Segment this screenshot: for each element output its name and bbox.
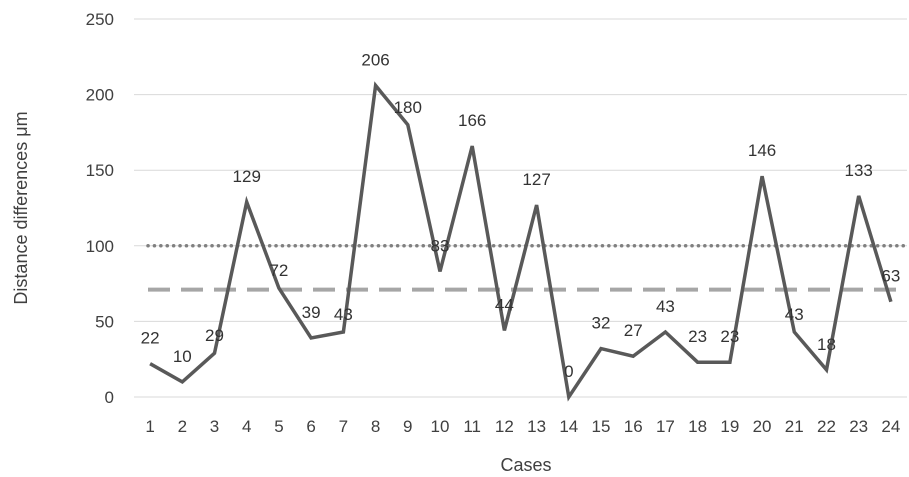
reference-lines xyxy=(146,244,909,292)
y-tick-label: 50 xyxy=(95,312,114,331)
data-label: 43 xyxy=(656,297,675,316)
series-line xyxy=(149,81,893,402)
x-tick-label: 18 xyxy=(688,417,707,436)
x-tick-label: 17 xyxy=(656,417,675,436)
x-tick-label: 3 xyxy=(210,417,219,436)
data-label: 29 xyxy=(205,326,224,345)
y-axis-ticks: 0 50 100 150 200 250 xyxy=(86,10,114,407)
x-axis-title: Cases xyxy=(500,455,551,475)
data-label: 133 xyxy=(845,161,873,180)
x-tick-label: 14 xyxy=(559,417,578,436)
data-label: 23 xyxy=(688,327,707,346)
y-tick-label: 200 xyxy=(86,86,114,105)
y-tick-label: 100 xyxy=(86,237,114,256)
data-label: 127 xyxy=(522,170,550,189)
x-tick-label: 6 xyxy=(306,417,315,436)
data-label: 63 xyxy=(881,267,900,286)
x-tick-label: 22 xyxy=(817,417,836,436)
x-tick-label: 24 xyxy=(881,417,900,436)
x-tick-label: 12 xyxy=(495,417,514,436)
x-tick-label: 7 xyxy=(339,417,348,436)
data-label: 44 xyxy=(495,295,514,314)
x-tick-label: 2 xyxy=(178,417,187,436)
data-label: 146 xyxy=(748,141,776,160)
x-tick-label: 19 xyxy=(720,417,739,436)
y-tick-label: 250 xyxy=(86,10,114,29)
data-label: 72 xyxy=(269,261,288,280)
data-label: 0 xyxy=(564,362,573,381)
data-label: 32 xyxy=(592,314,611,333)
data-label: 23 xyxy=(720,327,739,346)
y-tick-label: 150 xyxy=(86,161,114,180)
data-label: 180 xyxy=(394,98,422,117)
data-label: 83 xyxy=(431,237,450,256)
data-label: 43 xyxy=(334,305,353,324)
x-tick-label: 9 xyxy=(403,417,412,436)
x-tick-label: 16 xyxy=(624,417,643,436)
y-axis-title: Distance differences μm xyxy=(11,111,31,304)
y-tick-label: 0 xyxy=(105,388,114,407)
data-label: 10 xyxy=(173,347,192,366)
data-label: 22 xyxy=(141,329,160,348)
data-label: 206 xyxy=(361,51,389,70)
data-labels: 22 10 29 129 72 39 43 206 180 83 166 44 127 0 32 27 43 23… xyxy=(141,51,901,381)
x-tick-label: 10 xyxy=(431,417,450,436)
data-label: 166 xyxy=(458,111,486,130)
x-tick-label: 13 xyxy=(527,417,546,436)
data-label: 18 xyxy=(817,335,836,354)
x-tick-label: 8 xyxy=(371,417,380,436)
x-tick-label: 4 xyxy=(242,417,251,436)
x-axis-ticks: 1 2 3 4 5 6 7 8 9 10 11 12 13 14 15 16 17 18 19 20 21 22 23 24 xyxy=(145,417,900,436)
x-tick-label: 15 xyxy=(592,417,611,436)
data-label: 27 xyxy=(624,321,643,340)
x-tick-label: 20 xyxy=(753,417,772,436)
series-group xyxy=(149,81,893,402)
data-label: 129 xyxy=(233,167,261,186)
data-label: 39 xyxy=(302,303,321,322)
x-tick-label: 1 xyxy=(145,417,154,436)
data-label: 43 xyxy=(785,305,804,324)
x-tick-label: 23 xyxy=(849,417,868,436)
x-tick-label: 11 xyxy=(463,417,481,436)
x-tick-label: 5 xyxy=(274,417,283,436)
x-tick-label: 21 xyxy=(785,417,804,436)
